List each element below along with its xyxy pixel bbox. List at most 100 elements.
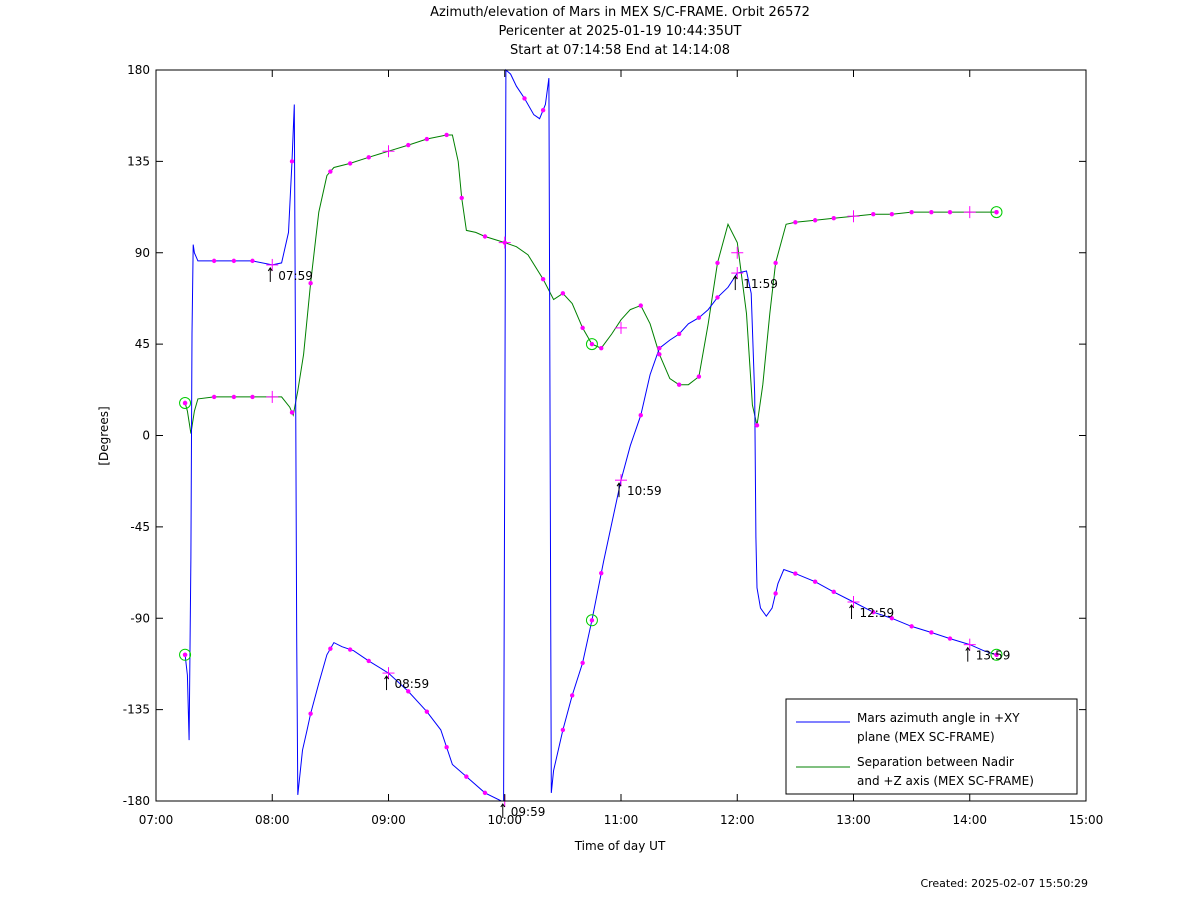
marker-dot-separation: [289, 410, 295, 415]
x-tick-label: 07:00: [139, 813, 174, 827]
annotation-time-label: 10:59: [627, 484, 662, 498]
marker-circle-dot: [182, 400, 188, 406]
marker-dot-separation: [947, 209, 953, 215]
marker-dot-separation: [366, 155, 371, 160]
marker-dot-separation: [231, 394, 237, 400]
annotation-arrowhead: [267, 267, 273, 272]
x-tick-label: 08:00: [255, 813, 290, 827]
marker-dot-azimuth: [211, 258, 217, 264]
marker-dot-azimuth: [444, 744, 449, 750]
marker-circle: [585, 338, 598, 351]
marker-dot-separation: [638, 303, 643, 308]
marker-dot-separation: [560, 291, 566, 296]
marker-dot-azimuth: [580, 660, 585, 666]
marker-dot-azimuth: [569, 693, 575, 698]
marker-circle-dot: [994, 652, 999, 657]
marker-dot-separation: [308, 281, 313, 286]
marker-dot-azimuth: [696, 315, 702, 320]
series-line-separation: [184, 134, 997, 434]
marker-circle-dot: [994, 209, 999, 215]
annotation-arrowhead: [384, 675, 389, 680]
y-tick-label: -135: [123, 703, 150, 717]
annotation-time-label: 09:59: [511, 805, 546, 819]
marker-dot-azimuth: [831, 589, 836, 595]
marker-dot-azimuth: [889, 616, 895, 621]
marker-dot-azimuth: [540, 108, 546, 113]
marker-circle-dot: [589, 618, 595, 623]
marker-dot-azimuth: [947, 636, 953, 641]
legend-box: [785, 698, 1078, 795]
marker-dot-separation: [696, 374, 702, 379]
marker-dot-azimuth: [464, 774, 469, 779]
marker-dot-separation: [793, 220, 798, 225]
marker-dot-separation: [250, 394, 255, 400]
marker-dot-separation: [754, 423, 760, 428]
marker-dot-separation: [406, 142, 411, 148]
marker-circle: [179, 397, 192, 410]
legend: Mars azimuth angle in +XY plane (MEX SC-…: [785, 698, 1078, 795]
x-tick-label: 09:00: [371, 813, 406, 827]
marker-dot-azimuth: [909, 624, 914, 629]
marker-dot-azimuth: [793, 571, 798, 576]
marker-dot-separation: [580, 325, 585, 331]
marker-dot-azimuth: [424, 709, 430, 714]
marker-circle-dot: [182, 652, 188, 657]
marker-circle-dot: [589, 341, 595, 347]
marker-dot-azimuth: [289, 159, 295, 164]
marker-dot-separation: [328, 169, 333, 174]
marker-dot-separation: [424, 136, 430, 142]
marker-dot-azimuth: [715, 295, 720, 300]
marker-dot-separation: [929, 209, 934, 215]
y-tick-label: -90: [130, 611, 150, 625]
marker-dot-azimuth: [231, 258, 237, 264]
marker-dot-separation: [831, 216, 836, 221]
marker-dot-azimuth: [347, 647, 353, 652]
marker-circle: [990, 206, 1003, 219]
axes-layer: 07:00 08:00 09:00 10:00 11:00 12:00 13:00 14:00…: [123, 63, 1104, 827]
marker-dot-azimuth: [812, 579, 818, 584]
marker-dot-separation: [676, 382, 682, 387]
marker-dot-azimuth: [328, 646, 333, 651]
marker-dot-separation: [540, 276, 546, 282]
marker-circle: [990, 648, 1003, 661]
x-tick-label: 15:00: [1069, 813, 1104, 827]
marker-dot-separation: [444, 132, 449, 138]
marker-dot-azimuth: [657, 345, 662, 351]
legend-label-azimuth-line2: plane (MEX SC-FRAME): [857, 730, 995, 744]
marker-dot-azimuth: [482, 790, 488, 796]
marker-dot-azimuth: [250, 258, 255, 264]
chart-title: Azimuth/elevation of Mars in MEX S/C-FRA…: [430, 5, 810, 20]
y-tick-label: 135: [127, 154, 150, 168]
annotation-layer: 07:59 08:59 09:59 10:59 11:59 12:59 13:59: [267, 267, 1011, 819]
marker-dot-azimuth: [308, 711, 313, 716]
marker-dot-azimuth: [773, 591, 778, 596]
series-line-azimuth: [184, 68, 997, 802]
y-tick-label: 180: [127, 63, 150, 77]
y-tick-label: 90: [135, 246, 150, 260]
marker-dot-separation: [812, 218, 818, 223]
marker-dot-azimuth: [406, 689, 411, 694]
created-timestamp: Created: 2025-02-07 15:50:29: [920, 877, 1088, 890]
annotation-time-label: 12:59: [860, 606, 895, 620]
annotation-arrowhead: [732, 275, 738, 280]
marker-dot-separation: [773, 260, 778, 266]
legend-label-separation-line1: Separation between Nadir: [857, 755, 1014, 769]
x-tick-label: 10:00: [487, 813, 522, 827]
marker-dot-separation: [715, 260, 720, 266]
x-tick-label: 12:00: [720, 813, 755, 827]
x-tick-label: 11:00: [604, 813, 639, 827]
chart-subtitle-start-end: Start at 07:14:58 End at 14:14:08: [509, 43, 731, 58]
marker-dot-azimuth: [676, 331, 682, 337]
marker-dot-azimuth: [929, 630, 934, 635]
marker-dot-separation: [482, 234, 488, 239]
marker-dot-separation: [459, 195, 464, 201]
annotation-time-label: 13:59: [976, 649, 1011, 663]
annotation-time-label: 08:59: [395, 677, 430, 691]
annotation-arrowhead: [616, 482, 622, 487]
marker-circle: [179, 648, 192, 661]
annotation-arrowhead: [965, 646, 971, 651]
marker-dot-azimuth: [366, 658, 371, 664]
marker-circle: [585, 614, 598, 627]
marker-dot-separation: [657, 352, 662, 357]
